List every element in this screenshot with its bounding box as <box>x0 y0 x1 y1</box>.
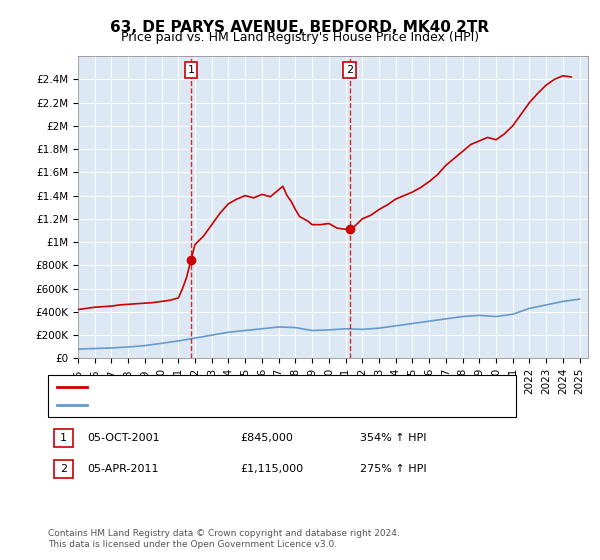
Text: Contains HM Land Registry data © Crown copyright and database right 2024.
This d: Contains HM Land Registry data © Crown c… <box>48 529 400 549</box>
Text: 05-APR-2011: 05-APR-2011 <box>87 464 158 474</box>
Text: 63, DE PARYS AVENUE, BEDFORD, MK40 2TR (detached house): 63, DE PARYS AVENUE, BEDFORD, MK40 2TR (… <box>93 382 419 392</box>
Text: Price paid vs. HM Land Registry's House Price Index (HPI): Price paid vs. HM Land Registry's House … <box>121 31 479 44</box>
Text: 275% ↑ HPI: 275% ↑ HPI <box>360 464 427 474</box>
Text: 2: 2 <box>346 65 353 75</box>
Text: HPI: Average price, detached house, Bedford: HPI: Average price, detached house, Bedf… <box>93 400 327 410</box>
Text: £845,000: £845,000 <box>240 433 293 443</box>
Text: £1,115,000: £1,115,000 <box>240 464 303 474</box>
Text: 63, DE PARYS AVENUE, BEDFORD, MK40 2TR: 63, DE PARYS AVENUE, BEDFORD, MK40 2TR <box>110 20 490 35</box>
Text: 1: 1 <box>187 65 194 75</box>
Text: 05-OCT-2001: 05-OCT-2001 <box>87 433 160 443</box>
Text: 1: 1 <box>60 433 67 443</box>
Text: 2: 2 <box>60 464 67 474</box>
Text: 354% ↑ HPI: 354% ↑ HPI <box>360 433 427 443</box>
